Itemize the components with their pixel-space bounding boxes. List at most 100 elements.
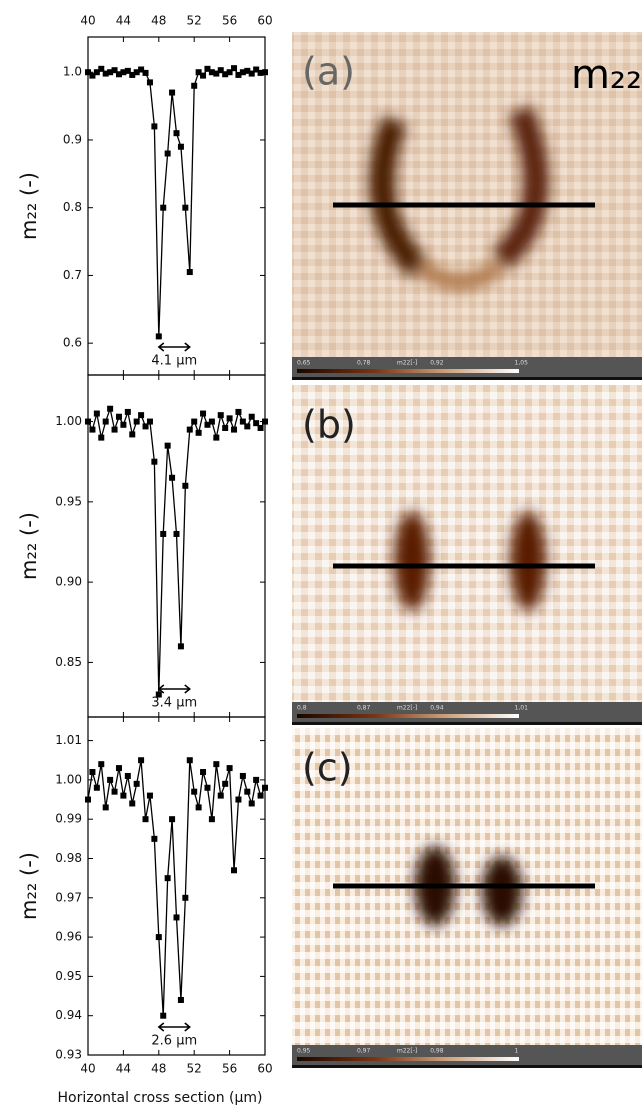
data-point bbox=[239, 418, 246, 425]
x-tick-label: 44 bbox=[116, 1062, 131, 1076]
data-point bbox=[186, 757, 193, 764]
data-point bbox=[142, 69, 149, 76]
data-point bbox=[138, 757, 145, 764]
x-tick-label: 48 bbox=[151, 1062, 166, 1076]
annotation-arrow bbox=[157, 1022, 191, 1032]
data-point bbox=[169, 474, 176, 481]
data-point bbox=[253, 776, 260, 783]
map-features bbox=[394, 511, 546, 611]
data-point bbox=[239, 69, 246, 76]
colorbar-panel bbox=[292, 357, 642, 380]
y-tick-label: 0.8 bbox=[63, 200, 82, 214]
colorbar-edge bbox=[292, 1065, 642, 1068]
y-tick-label: 1.00 bbox=[55, 772, 82, 786]
y-axis-label: m₂₂ (-) bbox=[17, 852, 41, 920]
map-background bbox=[292, 385, 642, 725]
data-point bbox=[191, 82, 198, 89]
x-tick-label: 56 bbox=[222, 14, 237, 28]
colorbar bbox=[297, 369, 519, 373]
data-point bbox=[235, 71, 242, 78]
data-point bbox=[226, 765, 233, 772]
data-point bbox=[169, 816, 176, 823]
y-tick-label: 0.96 bbox=[55, 930, 82, 944]
colorbar-label: 0,8 bbox=[297, 705, 307, 712]
data-point bbox=[173, 530, 180, 537]
data-point bbox=[89, 426, 96, 433]
data-point bbox=[248, 800, 255, 807]
data-point bbox=[222, 780, 229, 787]
data-point bbox=[173, 130, 180, 137]
y-tick-label: 0.95 bbox=[55, 969, 82, 983]
data-point bbox=[177, 143, 184, 150]
colorbar-label: m22[-] bbox=[397, 705, 417, 712]
data-point bbox=[146, 418, 153, 425]
data-point bbox=[217, 412, 224, 419]
data-point bbox=[217, 67, 224, 74]
data-point bbox=[133, 780, 140, 787]
data-point bbox=[138, 412, 145, 419]
colorbar-panel bbox=[292, 1045, 642, 1068]
data-line bbox=[87, 67, 266, 337]
data-point bbox=[155, 934, 162, 941]
plot-frame bbox=[87, 716, 266, 1056]
data-point bbox=[89, 72, 96, 79]
data-point bbox=[208, 418, 215, 425]
data-point bbox=[213, 70, 220, 77]
panel-label: (b) bbox=[302, 403, 356, 447]
data-point bbox=[93, 410, 100, 417]
data-point bbox=[231, 65, 238, 72]
data-point bbox=[231, 867, 238, 874]
x-tick-label: 48 bbox=[151, 14, 166, 28]
data-point bbox=[160, 1012, 167, 1019]
data-point bbox=[191, 788, 198, 795]
data-point bbox=[235, 408, 242, 415]
data-point bbox=[111, 788, 118, 795]
x-tick-label: 60 bbox=[257, 1062, 272, 1076]
data-point bbox=[226, 69, 233, 76]
y-tick-label: 1.01 bbox=[55, 733, 82, 747]
map-background bbox=[292, 728, 642, 1068]
data-point bbox=[244, 788, 251, 795]
y-tick-label: 0.6 bbox=[63, 336, 82, 350]
x-tick-label: 52 bbox=[187, 14, 202, 28]
data-point bbox=[120, 421, 127, 428]
data-point bbox=[231, 426, 238, 433]
data-point bbox=[204, 65, 211, 72]
colorbar-label: 0,87 bbox=[357, 705, 371, 712]
colorbar bbox=[297, 1057, 519, 1061]
feature bbox=[394, 511, 430, 611]
data-point bbox=[182, 204, 189, 211]
data-point bbox=[138, 66, 145, 73]
data-point bbox=[129, 71, 136, 78]
x-tick-label: 60 bbox=[257, 14, 272, 28]
colorbar bbox=[297, 714, 519, 718]
annotation: 2.6 µm bbox=[151, 1034, 197, 1049]
data-point bbox=[85, 69, 91, 76]
data-point bbox=[257, 69, 264, 76]
data-point bbox=[226, 415, 233, 422]
x-tick-label: 44 bbox=[116, 14, 131, 28]
data-point bbox=[248, 413, 255, 420]
data-point bbox=[89, 769, 96, 776]
data-point bbox=[177, 996, 184, 1003]
data-point bbox=[160, 530, 167, 537]
data-point bbox=[124, 772, 131, 779]
data-point bbox=[133, 418, 140, 425]
y-tick-label: 0.90 bbox=[55, 575, 82, 589]
x-tick-label: 40 bbox=[80, 1062, 95, 1076]
y-tick-label: 1.0 bbox=[63, 65, 82, 79]
data-point bbox=[129, 431, 136, 438]
data-point bbox=[120, 69, 127, 76]
map-title: m₂₂ bbox=[571, 52, 642, 98]
y-tick-label: 0.95 bbox=[55, 494, 82, 508]
data-point bbox=[115, 71, 122, 78]
colorbar-label: m22[-] bbox=[397, 360, 417, 367]
data-point bbox=[102, 804, 109, 811]
colorbar-label: 0,78 bbox=[357, 360, 371, 367]
data-point bbox=[151, 458, 158, 465]
annotation: 3.4 µm bbox=[151, 696, 197, 711]
data-point bbox=[107, 69, 114, 76]
data-point bbox=[151, 835, 158, 842]
y-tick-label: 0.93 bbox=[55, 1048, 82, 1062]
